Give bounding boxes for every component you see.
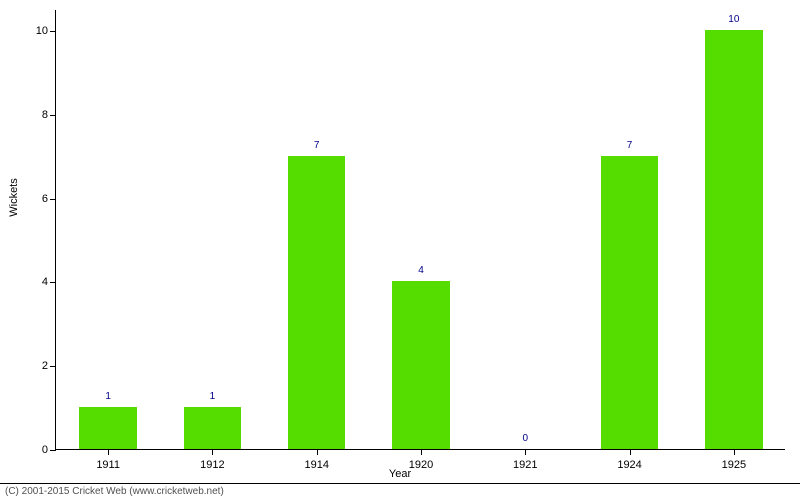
y-tick-label: 10 (26, 25, 48, 37)
bar-value-label: 4 (418, 265, 424, 276)
x-tick-label: 1911 (96, 459, 120, 471)
bar-value-label: 1 (210, 391, 216, 402)
bar (79, 407, 136, 449)
bar (288, 156, 345, 449)
y-tick-label: 2 (26, 360, 48, 372)
copyright-text: (C) 2001-2015 Cricket Web (www.cricketwe… (5, 486, 224, 497)
x-tick (212, 449, 213, 455)
bar (601, 156, 658, 449)
x-tick-label: 1925 (722, 459, 746, 471)
y-tick-label: 6 (26, 193, 48, 205)
x-tick-label: 1914 (304, 459, 328, 471)
y-axis-title: Wickets (8, 178, 20, 217)
y-tick-label: 4 (26, 276, 48, 288)
x-tick-label: 1921 (513, 459, 537, 471)
y-tick-label: 0 (26, 444, 48, 456)
y-tick (50, 450, 56, 451)
bar (705, 30, 762, 449)
chart-container: 0246810 1911191219141920192119241925 117… (55, 10, 785, 450)
x-tick (734, 449, 735, 455)
plot-area: 0246810 1911191219141920192119241925 117… (55, 10, 785, 450)
x-axis-title: Year (389, 468, 411, 480)
y-tick (50, 366, 56, 367)
bar-value-label: 10 (728, 14, 739, 25)
bar-value-label: 7 (627, 140, 633, 151)
bar-value-label: 1 (105, 391, 111, 402)
x-tick-label: 1920 (409, 459, 433, 471)
y-tick (50, 282, 56, 283)
bar (184, 407, 241, 449)
divider-line (0, 483, 800, 484)
x-tick (108, 449, 109, 455)
bar-value-label: 7 (314, 140, 320, 151)
x-tick-label: 1912 (200, 459, 224, 471)
x-tick (317, 449, 318, 455)
y-tick-label: 8 (26, 109, 48, 121)
x-tick (421, 449, 422, 455)
x-tick (525, 449, 526, 455)
x-tick-label: 1924 (617, 459, 641, 471)
x-tick (630, 449, 631, 455)
y-tick (50, 115, 56, 116)
y-tick (50, 31, 56, 32)
bar (392, 281, 449, 449)
y-tick (50, 199, 56, 200)
bar-value-label: 0 (523, 433, 529, 444)
